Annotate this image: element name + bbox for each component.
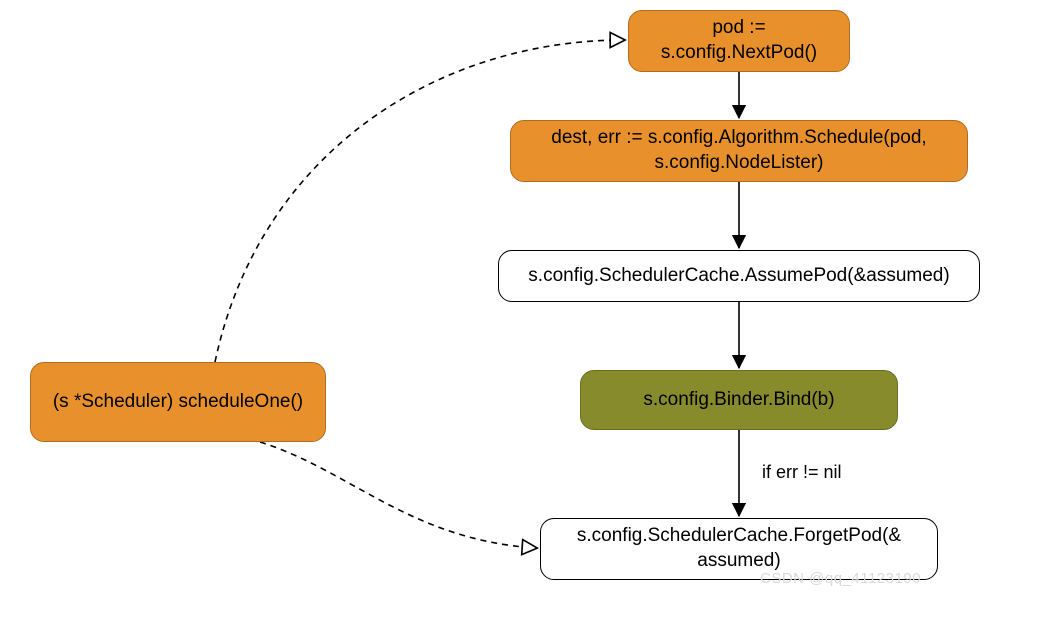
watermark: CSDN @qq_41123190 (760, 570, 921, 587)
node-assumepod: s.config.SchedulerCache.AssumePod(&assum… (498, 250, 980, 302)
node-algoschedule-label: dest, err := s.config.Algorithm.Schedule… (551, 126, 926, 175)
node-forgetpod-label: s.config.SchedulerCache.ForgetPod(& assu… (577, 524, 901, 573)
edge-label-iferr: if err != nil (762, 462, 842, 483)
node-scheduleone-label: (s *Scheduler) scheduleOne() (53, 390, 303, 415)
node-nextpod-label: pod := s.config.NextPod() (661, 16, 817, 65)
node-binderbind-label: s.config.Binder.Bind(b) (643, 388, 834, 413)
node-scheduleone: (s *Scheduler) scheduleOne() (30, 362, 326, 442)
node-assumepod-label: s.config.SchedulerCache.AssumePod(&assum… (528, 264, 949, 289)
edge-label-iferr-text: if err != nil (762, 462, 842, 482)
node-algoschedule: dest, err := s.config.Algorithm.Schedule… (510, 120, 968, 182)
node-nextpod: pod := s.config.NextPod() (628, 10, 850, 72)
node-binderbind: s.config.Binder.Bind(b) (580, 370, 898, 430)
watermark-text: CSDN @qq_41123190 (760, 570, 921, 587)
edge-scheduleone-forgetpod (260, 442, 536, 548)
edge-scheduleone-nextpod (215, 40, 624, 362)
